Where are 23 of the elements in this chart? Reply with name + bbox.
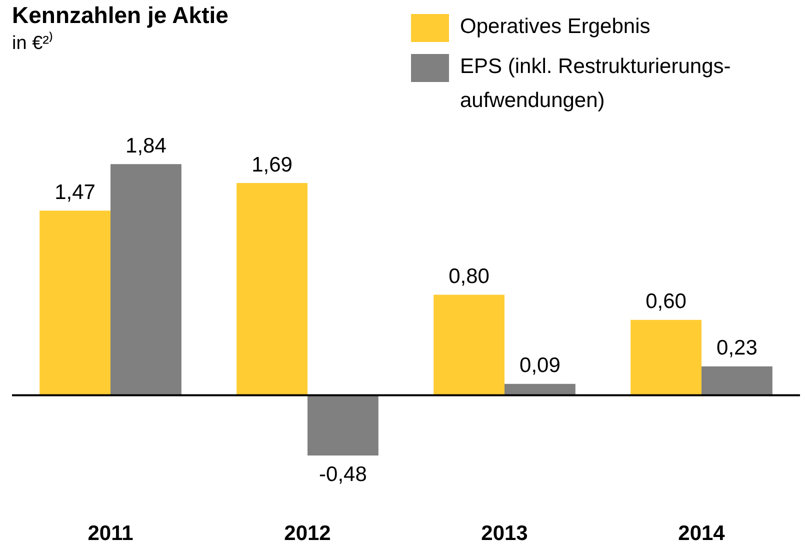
bar <box>236 182 308 396</box>
data-label: 0,60 <box>646 290 686 314</box>
bar <box>434 294 504 396</box>
legend-label: EPS (inkl. Restrukturierungs-aufwendungen) <box>460 54 732 114</box>
chart-title: Kennzahlen je Aktie <box>12 2 228 28</box>
x-tick-label: 2013 <box>481 522 528 546</box>
data-label: -0,48 <box>319 462 367 486</box>
bar <box>308 395 378 456</box>
x-tick-label: 2014 <box>678 522 726 546</box>
x-tick-label: 2012 <box>284 522 331 546</box>
data-label: 1,84 <box>126 134 167 158</box>
data-label: 1,47 <box>54 180 96 204</box>
data-label: 0,09 <box>520 354 560 378</box>
chart-subtitle: in €²⁾ <box>12 32 53 56</box>
x-tick-label: 2011 <box>88 522 134 546</box>
bar <box>702 366 772 396</box>
data-label: 0,23 <box>716 336 758 360</box>
data-label: 0,80 <box>448 265 490 288</box>
bar <box>40 210 110 396</box>
legend-label: Operatives Ergebnis <box>460 14 652 40</box>
data-label: 1,69 <box>252 153 292 176</box>
bar <box>630 320 702 396</box>
bar <box>110 164 182 396</box>
